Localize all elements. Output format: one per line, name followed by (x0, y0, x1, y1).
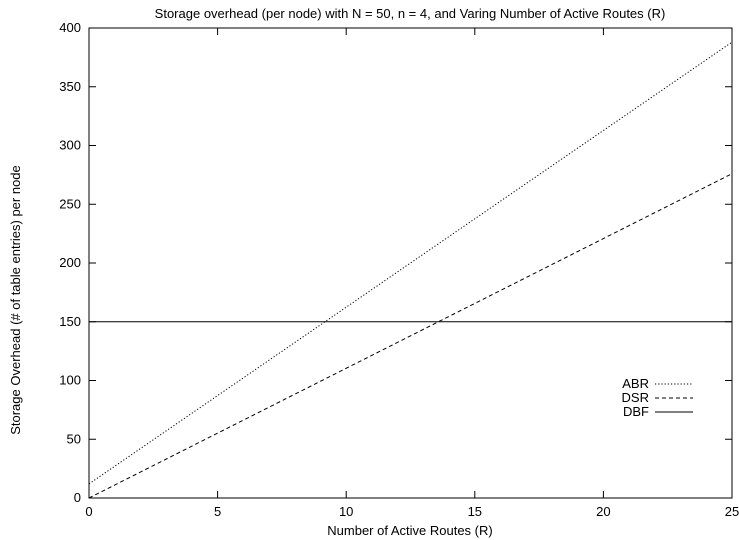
chart-title: Storage overhead (per node) with N = 50,… (155, 6, 666, 21)
y-tick-label: 200 (59, 255, 81, 270)
series-layer (88, 41, 733, 499)
y-tick-label: 100 (59, 373, 81, 388)
y-axis: 0 50 100 150 200 250 300 350 400 (59, 20, 732, 505)
y-tick-label: 150 (59, 314, 81, 329)
x-tick-label: 15 (468, 504, 482, 519)
y-tick-label: 0 (74, 490, 81, 505)
plot-border (88, 27, 733, 499)
y-tick-label: 300 (59, 138, 81, 153)
x-axis: 0 5 10 15 20 25 (85, 28, 739, 519)
y-axis-title: Storage Overhead (# of table entries) pe… (8, 165, 23, 435)
series-line-abr (88, 41, 733, 485)
x-tick-label: 25 (725, 504, 739, 519)
legend-label-dbf: DBF (623, 404, 649, 419)
x-tick-label: 0 (85, 504, 92, 519)
y-tick-label: 350 (59, 79, 81, 94)
x-tick-label: 10 (339, 504, 353, 519)
x-axis-title: Number of Active Routes (R) (327, 523, 492, 538)
x-tick-label: 5 (214, 504, 221, 519)
series-line-dsr (88, 173, 733, 499)
x-tick-label: 20 (596, 504, 610, 519)
y-tick-label: 400 (59, 20, 81, 35)
y-tick-label: 50 (67, 431, 81, 446)
legend-label-abr: ABR (622, 376, 649, 391)
y-tick-label: 250 (59, 196, 81, 211)
legend-label-dsr: DSR (622, 390, 649, 405)
plot-frame (88, 27, 733, 499)
